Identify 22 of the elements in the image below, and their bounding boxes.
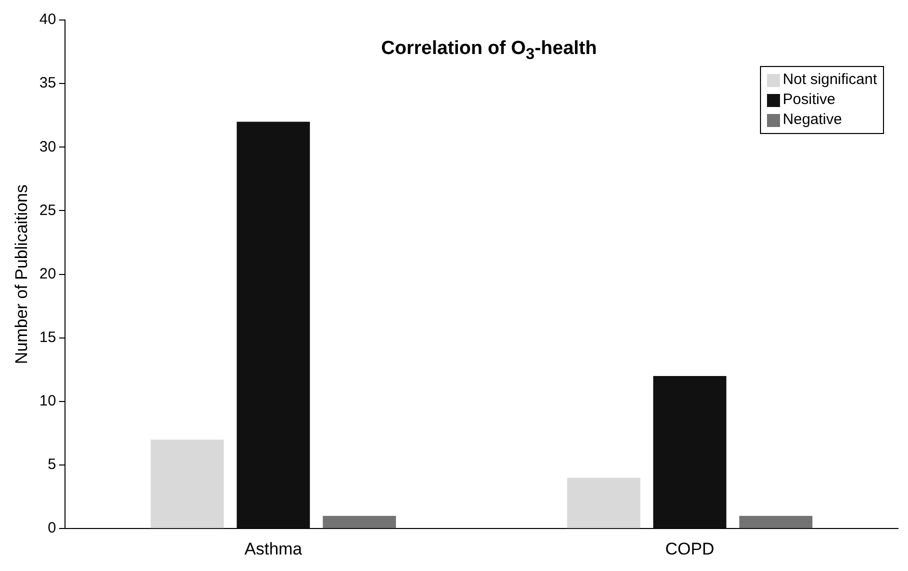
legend-label: Not significant	[782, 70, 877, 90]
x-tick-label: Asthma	[244, 539, 303, 558]
y-tick-label: 35	[39, 74, 56, 92]
y-tick-label: 15	[39, 329, 56, 346]
bar	[567, 478, 640, 528]
bar	[236, 122, 310, 528]
y-tick-label: 10	[39, 392, 56, 410]
bar	[739, 516, 812, 528]
y-axis-title: Number of Publicaitions	[12, 184, 31, 364]
text: Correlation of O$_{3}$-health	[380, 38, 598, 64]
legend-label: Negative	[782, 110, 842, 130]
y-tick-label: 40	[39, 11, 56, 28]
legend-label: Positive	[782, 90, 836, 110]
bar	[150, 440, 224, 528]
bar	[653, 376, 726, 528]
y-tick-label: 0	[48, 520, 56, 537]
bar	[322, 516, 396, 528]
x-tick-label: COPD	[665, 539, 714, 558]
y-tick-label: 30	[39, 138, 56, 156]
y-tick-label: 20	[39, 265, 56, 282]
y-tick-label: 5	[48, 456, 56, 474]
y-tick-label: 25	[39, 202, 56, 219]
